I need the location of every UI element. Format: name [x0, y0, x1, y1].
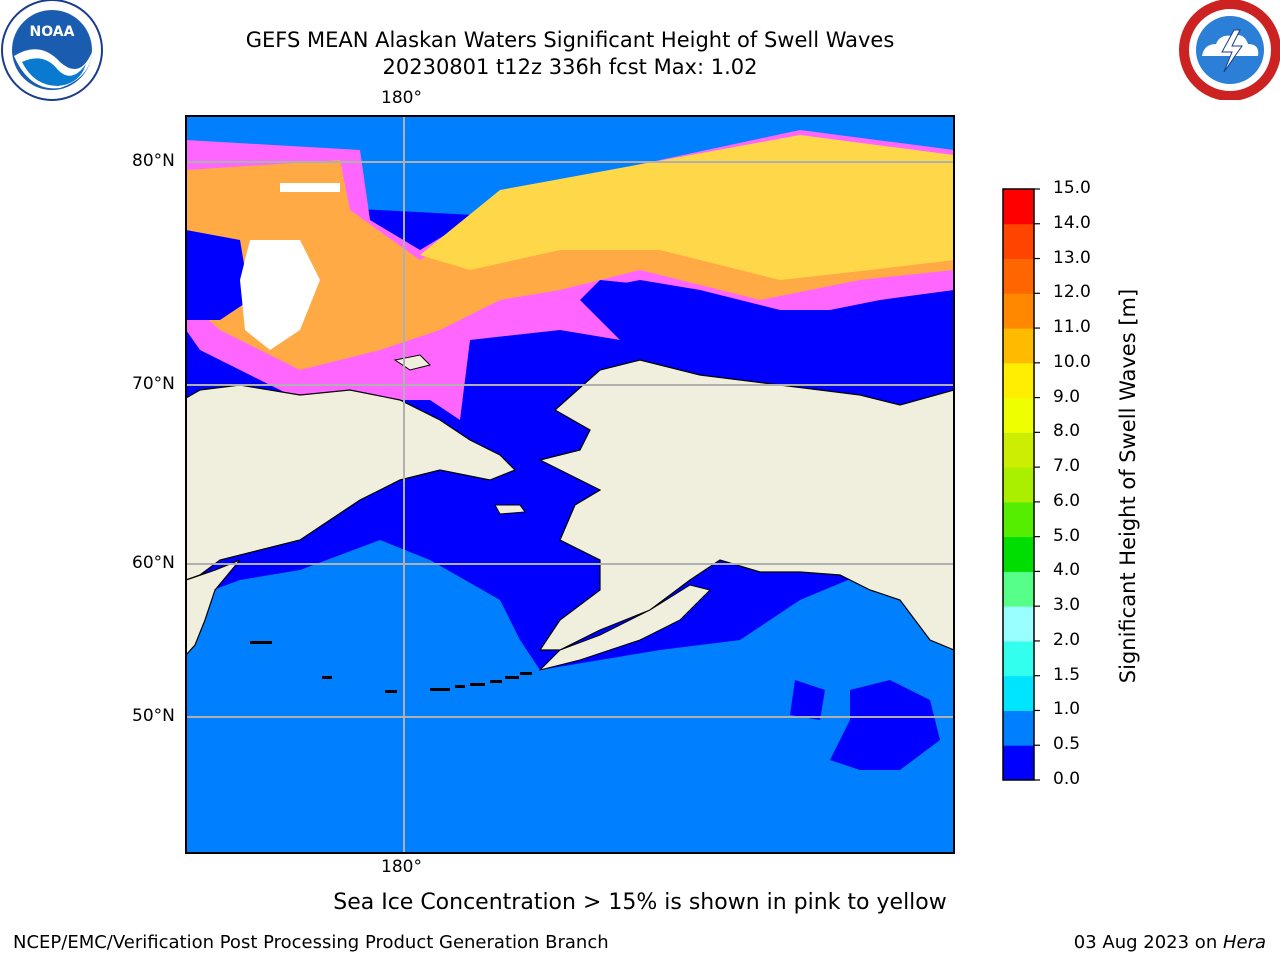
no-data-area: [240, 240, 320, 350]
lat-label-80: 80°N: [132, 151, 175, 171]
footer-date-text: 03 Aug 2023 on: [1073, 932, 1223, 953]
colorbar-bin: [1003, 675, 1034, 711]
colorbar-frame: [1002, 188, 1035, 781]
lat-label-70: 70°N: [132, 374, 175, 394]
gulf-low-patch-2: [790, 680, 825, 720]
colorbar-tick-label: 2.0: [1053, 629, 1081, 650]
colorbar-bin: [1003, 467, 1034, 503]
colorbar-tick-label: 6.0: [1053, 490, 1081, 511]
colorbar-tick-label: 0.5: [1053, 734, 1081, 755]
colorbar-bin: [1003, 362, 1034, 399]
colorbar: [1003, 188, 1040, 781]
colorbar-bin: [1003, 328, 1034, 364]
colorbar-tick-label: 4.0: [1053, 560, 1081, 581]
lon-label-top: 180°: [381, 88, 422, 108]
colorbar-tick-label: 13.0: [1053, 247, 1091, 268]
sea-ice-yellow: [420, 135, 954, 280]
colorbar-tick-label: 3.0: [1053, 595, 1081, 616]
colorbar-bin: [1003, 501, 1034, 538]
land-siberia: [186, 384, 517, 581]
noaa-logo-text: NOAA: [30, 24, 75, 40]
colorbar-tick-label: 9.0: [1053, 386, 1081, 407]
colorbar-bin: [1003, 710, 1034, 746]
lat-label-50: 50°N: [132, 706, 175, 726]
footer-date: 03 Aug 2023 on Hera: [1074, 932, 1266, 953]
chart-title: GEFS MEAN Alaskan Waters Significant Hei…: [245, 28, 895, 52]
colorbar-tick-label: 11.0: [1053, 317, 1091, 338]
colorbar-tick-label: 14.0: [1053, 212, 1091, 233]
west-arctic-low: [186, 230, 250, 320]
lat-label-60: 60°N: [132, 553, 175, 573]
colorbar-bin: [1003, 397, 1034, 433]
colorbar-title: Significant Height of Swell Waves [m]: [1116, 288, 1140, 684]
colorbar-bin: [1003, 223, 1034, 260]
footer-credit: NCEP/EMC/Verification Post Processing Pr…: [13, 932, 609, 953]
colorbar-bin: [1003, 189, 1034, 225]
colorbar-tick-label: 7.0: [1053, 456, 1081, 477]
colorbar-tick-label: 5.0: [1053, 525, 1081, 546]
map-frame: [185, 115, 955, 854]
colorbar-tick-label: 15.0: [1053, 178, 1091, 198]
land-kamchatka: [186, 559, 241, 656]
colorbar-bin: [1003, 571, 1034, 607]
map-gridlines: [186, 116, 954, 853]
sea-ice-caption: Sea Ice Concentration > 15% is shown in …: [333, 890, 947, 915]
lon-label-bottom: 180°: [381, 857, 422, 877]
national-weather-service-logo: [1178, 0, 1280, 101]
colorbar-bin: [1003, 293, 1034, 329]
no-data-strip: [280, 183, 340, 192]
land-st-lawrence-island: [494, 504, 526, 515]
colorbar-bin: [1003, 745, 1034, 781]
land-alaska: [538, 359, 954, 651]
colorbar-tick-label: 10.0: [1053, 351, 1091, 372]
noaa-logo: NOAA: [0, 0, 104, 104]
footer-host: Hera: [1222, 932, 1266, 953]
bering-low-patch: [515, 560, 545, 640]
land-alaska-peninsula: [538, 584, 711, 671]
colorbar-tick-label: 1.5: [1053, 664, 1081, 685]
colorbar-bin: [1003, 536, 1034, 572]
colorbar-bin: [1003, 432, 1034, 468]
aleutian-islands: [250, 641, 532, 693]
colorbar-tick-label: 8.0: [1053, 421, 1081, 442]
ocean-low-under-ice: [590, 280, 954, 400]
colorbar-tick-label: 12.0: [1053, 282, 1091, 303]
colorbar-tick-label: 1.0: [1053, 699, 1081, 720]
chart-subtitle: 20230801 t12z 336h fcst Max: 1.02: [382, 55, 758, 79]
gulf-low-patch-1: [830, 680, 940, 770]
colorbar-bin: [1003, 258, 1034, 294]
colorbar-tick-label: 0.0: [1053, 769, 1081, 789]
colorbar-bin: [1003, 640, 1034, 677]
colorbar-bin: [1003, 606, 1034, 642]
